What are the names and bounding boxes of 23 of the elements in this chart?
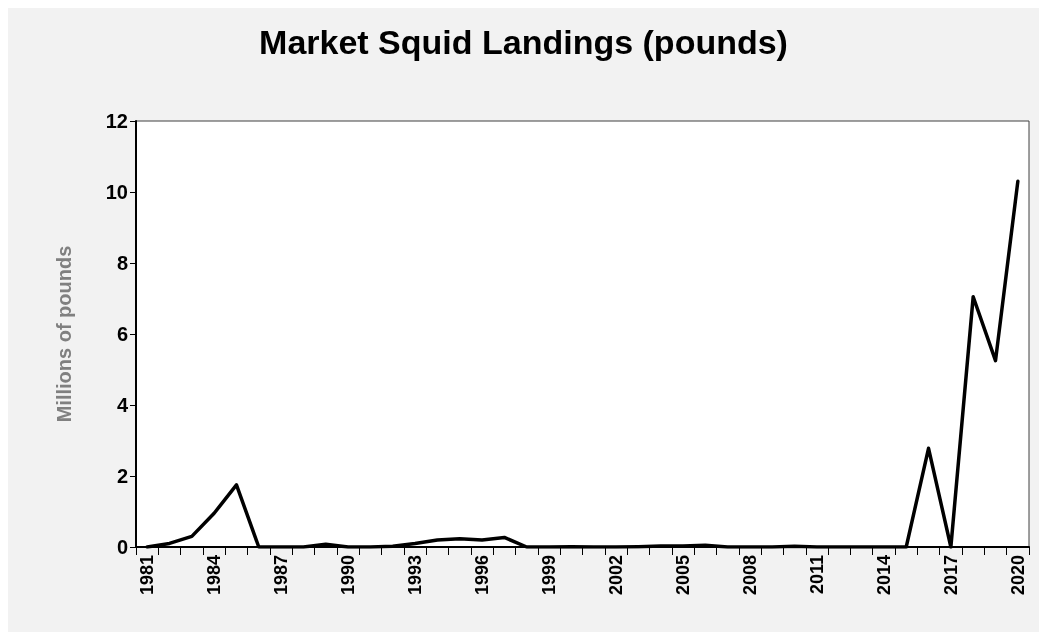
y-tick-label: 6 <box>116 323 128 345</box>
x-tick-label: 1990 <box>338 555 359 596</box>
y-axis-title: Millions of pounds <box>53 245 75 423</box>
x-tick-label: 2014 <box>873 555 894 596</box>
x-tick-label: 2002 <box>605 555 626 596</box>
x-tick-label: 2017 <box>940 555 961 596</box>
x-tick-label: 2008 <box>739 555 760 596</box>
x-tick-label: 2011 <box>806 555 827 595</box>
y-tick-label: 2 <box>116 465 128 487</box>
chart-title: Market Squid Landings (pounds) <box>259 23 788 61</box>
y-tick-label: 12 <box>105 110 128 132</box>
x-tick-label: 1984 <box>204 555 225 596</box>
x-tick-label: 1987 <box>271 555 292 596</box>
x-tick-label: 2020 <box>1007 555 1028 596</box>
x-tick-label: 1999 <box>539 555 560 596</box>
y-tick-label: 8 <box>116 252 128 274</box>
y-tick-label: 10 <box>105 181 128 203</box>
x-tick-label: 1996 <box>472 555 493 596</box>
y-tick-label: 4 <box>116 394 129 416</box>
x-tick-label: 2005 <box>672 555 693 596</box>
x-tick-label: 1981 <box>137 555 158 596</box>
x-tick-label: 1993 <box>405 555 426 596</box>
y-tick-label: 0 <box>116 536 128 558</box>
